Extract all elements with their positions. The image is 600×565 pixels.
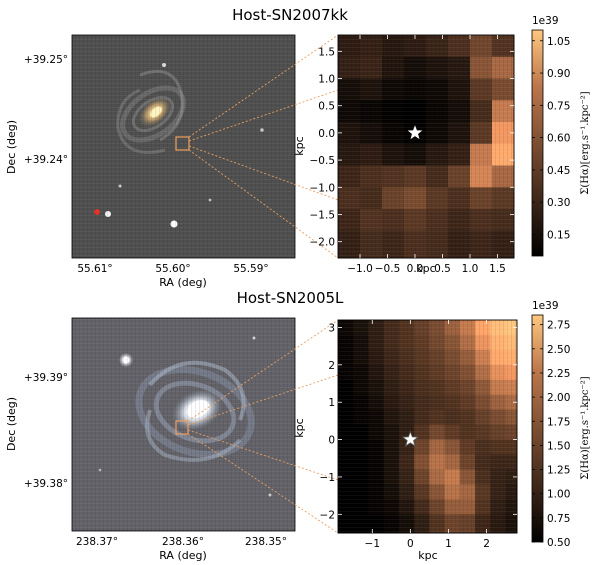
map-ytick-label: 1.0 <box>318 74 335 86</box>
panel-2-zoom-connectors <box>187 319 339 534</box>
panel-2-colorbar-gradient <box>531 314 544 543</box>
map-ytick-label: −1.0 <box>310 182 336 194</box>
panel-2-sky-image <box>71 317 296 532</box>
map-ytick-label: −1.5 <box>310 209 336 221</box>
panel-1-sky-xtick: 55.59° <box>233 263 268 275</box>
colorbar-tick-label: 0.75 <box>547 513 570 525</box>
panel-1-sky-ticks: 55.61° 55.60° 55.59° +39.25° +39.24° <box>24 54 269 275</box>
heatmap-texture <box>338 320 517 533</box>
panel-1-sky-ylabel: Dec (deg) <box>5 120 18 174</box>
map-ytick-label: 3 <box>328 322 335 334</box>
map-ytick-label: 1.5 <box>318 46 335 58</box>
panel-2-sky-ytick: +39.38° <box>24 478 68 490</box>
panel-1-sn-marker <box>407 125 423 140</box>
colorbar-tick-label: 1.25 <box>547 465 570 477</box>
map-ytick-label: −2 <box>320 509 335 521</box>
colorbar-tick-label: 0.75 <box>547 100 570 112</box>
map-ytick-label: 0.5 <box>318 101 335 113</box>
panel-2-map-xlabel: kpc <box>418 549 437 562</box>
panel-2-colorbar-label: Σ(Hα)[erg.s⁻¹.kpc⁻²] <box>580 376 591 479</box>
map-xtick-label: 0.5 <box>434 263 451 275</box>
colorbar-tick-label: 0.15 <box>547 229 570 241</box>
colorbar-tick-label: 2.75 <box>547 320 570 332</box>
panel-2-halpha-map: −1 0 1 2 3 2 1 0 −1 −2 <box>320 319 518 550</box>
colorbar-tick-label: 1.00 <box>547 489 570 501</box>
panel-1-colorbar-offset: 1e39 <box>532 15 559 27</box>
map-xtick-label: −1 <box>365 538 380 550</box>
panel-1-sky-image <box>71 34 296 259</box>
panel-1-colorbar-gradient <box>531 29 544 257</box>
colorbar-tick-label: 1.05 <box>547 36 570 48</box>
panel-1-sky-ytick: +39.25° <box>24 54 68 66</box>
panel-1-colorbar: 1.05 0.90 0.75 0.60 0.45 0.30 0.15 1e39 Σ(Hα)[… <box>531 15 591 257</box>
map-ytick-label: 0.0 <box>318 128 335 140</box>
map-xtick-label: 1 <box>445 538 452 550</box>
colorbar-tick-label: 2.25 <box>547 368 570 380</box>
panel-2-colorbar-offset: 1e39 <box>532 300 559 312</box>
panel-2-sky-xtick: 238.36° <box>162 536 204 548</box>
map-xtick-label: 0 <box>407 538 414 550</box>
panel-2-colorbar-ticks: 2.75 2.50 2.25 2.00 1.75 1.50 1.25 1.00 0.75 0.50 <box>532 320 570 549</box>
colorbar-tick-label: 1.75 <box>547 416 570 428</box>
colorbar-tick-label: 0.60 <box>547 133 570 145</box>
map-ytick-label: 2 <box>328 360 335 372</box>
panel-2-sky-xlabel: RA (deg) <box>159 549 207 562</box>
panel-2-title: Host-SN2005L <box>237 289 344 307</box>
colorbar-tick-label: 2.50 <box>547 344 570 356</box>
panel-2-colorbar: 2.75 2.50 2.25 2.00 1.75 1.50 1.25 1.00 0.75 0.50… <box>531 300 591 549</box>
panel-1-map-ylabel: kpc <box>293 136 306 155</box>
map-xtick-label: 2 <box>483 538 490 550</box>
map-xtick-label: 1.5 <box>489 263 506 275</box>
panel-1-zoom-connectors <box>188 34 339 259</box>
map-ytick-label: −1 <box>320 472 335 484</box>
map-frame <box>337 319 518 534</box>
panel-1-halpha-map: −1.0 −0.5 0.0 0.5 1.0 1.51.51.00.50.0−0.5−1.0… <box>310 34 515 275</box>
map-ytick-label: 0 <box>328 435 335 447</box>
panel-1-sky-xtick: 55.60° <box>155 263 190 275</box>
map-xtick-label: −0.5 <box>375 263 401 275</box>
panel-1-map-axes: −1.0 −0.5 0.0 0.5 1.0 1.51.51.00.50.0−0.5−1.0… <box>310 34 515 275</box>
panel-1-title: Host-SN2007kk <box>232 6 348 24</box>
map-xtick-label: −1.0 <box>347 263 373 275</box>
panel-1-sky-xtick: 55.61° <box>77 263 112 275</box>
map-xtick-label: 0.0 <box>407 263 424 275</box>
panel-2-map-ylabel: kpc <box>293 418 306 437</box>
panel-2-sky-xtick: 238.37° <box>76 536 118 548</box>
map-ytick-label: 1 <box>328 397 335 409</box>
colorbar-tick-label: 2.00 <box>547 392 570 404</box>
map-frame <box>337 34 515 259</box>
panel-1-map-xlabel: kpc <box>416 262 435 275</box>
map-ytick-label: −2.0 <box>310 237 336 249</box>
panel-1-map-cells <box>338 35 515 259</box>
colorbar-tick-label: 1.50 <box>547 440 570 452</box>
colorbar-tick-label: 0.30 <box>547 197 570 209</box>
heatmap-texture <box>338 35 514 258</box>
colorbar-tick-label: 0.90 <box>547 68 570 80</box>
panel-2-sky-ylabel: Dec (deg) <box>5 397 18 451</box>
panel-1-sky-xlabel: RA (deg) <box>159 276 207 289</box>
map-xtick-label: 1.0 <box>462 263 479 275</box>
panel-1-sky-ytick: +39.24° <box>24 154 68 166</box>
panel-1-colorbar-label: Σ(Hα)[erg.s⁻¹.kpc⁻²] <box>580 91 591 194</box>
panel-2-map-cells <box>338 320 518 534</box>
panel-2-sn-marker <box>401 430 420 448</box>
colorbar-tick-label: 0.45 <box>547 165 570 177</box>
panel-2-sky-ytick: +39.39° <box>24 372 68 384</box>
colorbar-tick-label: 0.50 <box>547 537 570 549</box>
panel-2-sky-ticks: 238.37° 238.36° 238.35° +39.39° +39.38° <box>24 372 287 548</box>
panel-2-sky-xtick: 238.35° <box>245 536 287 548</box>
panel-1-colorbar-ticks: 1.05 0.90 0.75 0.60 0.45 0.30 0.15 <box>532 36 570 241</box>
map-ytick-label: −0.5 <box>310 155 336 167</box>
panel-2-map-axes: −1 0 1 2 3 2 1 0 −1 −2 <box>320 319 518 550</box>
